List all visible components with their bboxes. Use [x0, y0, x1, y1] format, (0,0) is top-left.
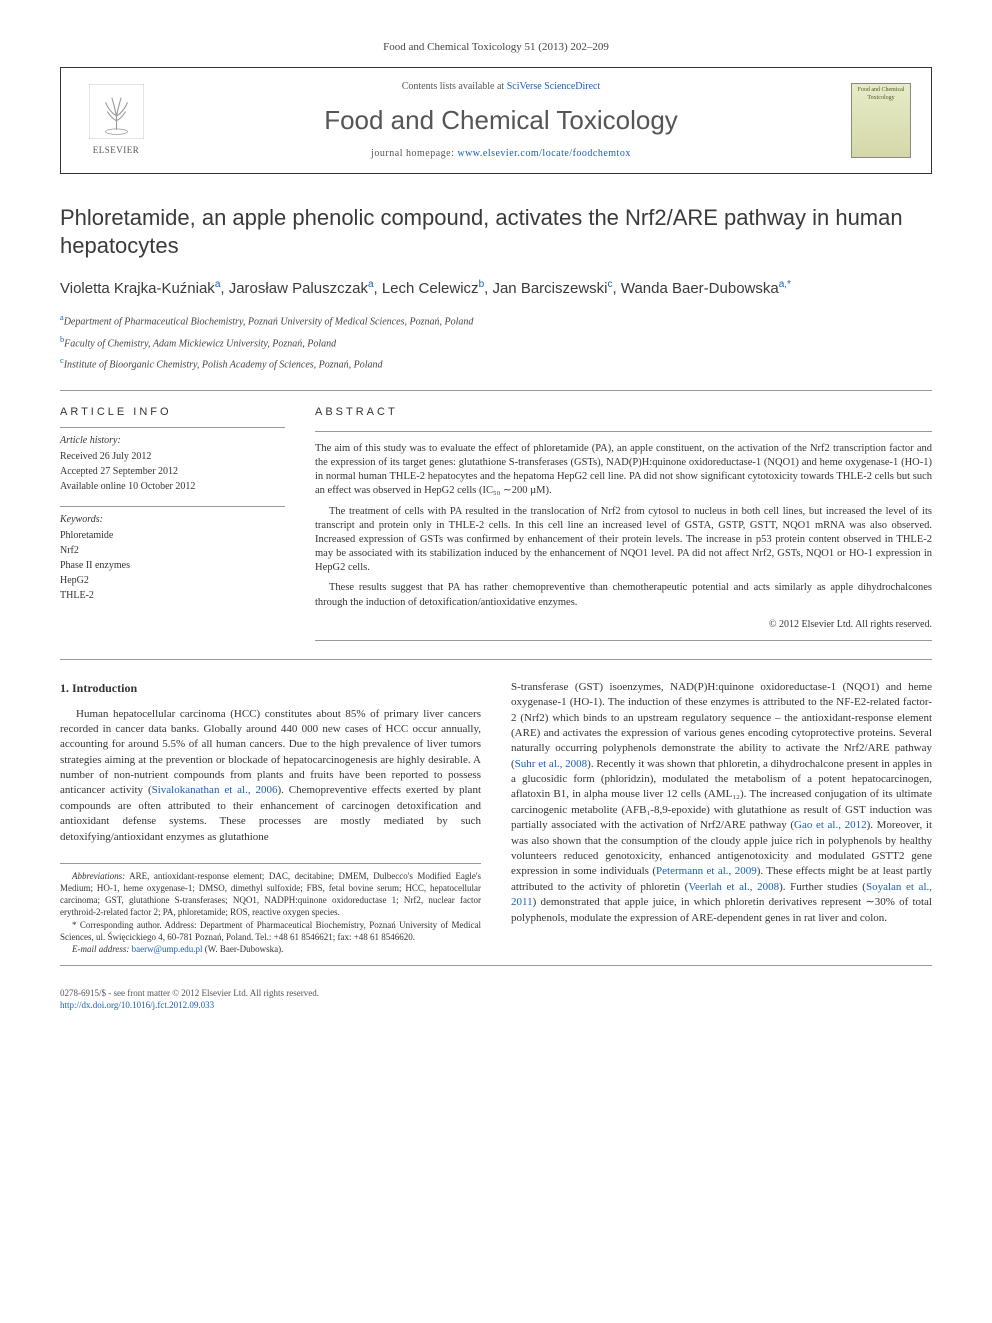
keyword: Phase II enzymes: [60, 559, 285, 573]
authors-list: Violetta Krajka-Kuźniaka, Jarosław Palus…: [60, 277, 932, 301]
body-column-left: 1. Introduction Human hepatocellular car…: [60, 680, 481, 955]
author: Jarosław Paluszczaka: [229, 280, 374, 297]
citation-link[interactable]: Veerlah et al., 2008: [688, 881, 779, 893]
body-paragraph: S-transferase (GST) isoenzymes, NAD(P)H:…: [511, 680, 932, 926]
body-columns: 1. Introduction Human hepatocellular car…: [60, 680, 932, 955]
keyword: THLE-2: [60, 589, 285, 603]
body-column-right: S-transferase (GST) isoenzymes, NAD(P)H:…: [511, 680, 932, 955]
abstract-paragraph: These results suggest that PA has rather…: [315, 581, 932, 609]
section-heading: 1. Introduction: [60, 680, 481, 697]
history-label: Article history:: [60, 434, 285, 448]
keyword: Nrf2: [60, 544, 285, 558]
divider: [60, 427, 285, 428]
received-date: Received 26 July 2012: [60, 450, 285, 464]
divider: [60, 390, 932, 391]
elsevier-logo: ELSEVIER: [81, 84, 151, 157]
affiliation: aDepartment of Pharmaceutical Biochemist…: [60, 312, 932, 329]
abstract-paragraph: The aim of this study was to evaluate th…: [315, 442, 932, 499]
footnote-divider: [60, 863, 481, 864]
article-info-block: ARTICLE INFO Article history: Received 2…: [60, 405, 285, 640]
homepage-prefix: journal homepage:: [371, 148, 457, 159]
divider: [315, 431, 932, 432]
publisher-label: ELSEVIER: [81, 144, 151, 157]
divider: [60, 965, 932, 966]
citation-link[interactable]: Suhr et al., 2008: [515, 758, 587, 770]
online-date: Available online 10 October 2012: [60, 480, 285, 494]
citation-link[interactable]: Sivalokanathan et al., 2006: [152, 784, 278, 796]
body-paragraph: Human hepatocellular carcinoma (HCC) con…: [60, 707, 481, 846]
affiliation: cInstitute of Bioorganic Chemistry, Poli…: [60, 355, 932, 372]
contents-prefix: Contents lists available at: [402, 81, 507, 92]
article-info-heading: ARTICLE INFO: [60, 405, 285, 420]
keywords-label: Keywords:: [60, 513, 285, 527]
divider: [60, 506, 285, 507]
journal-homepage: journal homepage: www.elsevier.com/locat…: [151, 147, 851, 161]
contents-line: Contents lists available at SciVerse Sci…: [151, 80, 851, 94]
copyright-line: © 2012 Elsevier Ltd. All rights reserved…: [315, 618, 932, 632]
page-root: Food and Chemical Toxicology 51 (2013) 2…: [0, 0, 992, 1051]
journal-reference: Food and Chemical Toxicology 51 (2013) 2…: [60, 40, 932, 55]
keyword: HepG2: [60, 574, 285, 588]
accepted-date: Accepted 27 September 2012: [60, 465, 285, 479]
tree-icon: [89, 84, 144, 139]
issn-line: 0278-6915/$ - see front matter © 2012 El…: [60, 988, 319, 1000]
doi-link[interactable]: http://dx.doi.org/10.1016/j.fct.2012.09.…: [60, 1000, 214, 1010]
journal-header: ELSEVIER Contents lists available at Sci…: [60, 67, 932, 173]
abstract-block: ABSTRACT The aim of this study was to ev…: [315, 405, 932, 640]
author: Wanda Baer-Dubowskaa,*: [621, 280, 791, 297]
footer-row: 0278-6915/$ - see front matter © 2012 El…: [60, 988, 932, 1011]
abstract-heading: ABSTRACT: [315, 405, 932, 420]
footer-left: 0278-6915/$ - see front matter © 2012 El…: [60, 988, 319, 1011]
homepage-link[interactable]: www.elsevier.com/locate/foodchemtox: [457, 148, 630, 159]
citation-link[interactable]: Gao et al., 2012: [794, 819, 867, 831]
header-center: Contents lists available at SciVerse Sci…: [151, 80, 851, 160]
citation-link[interactable]: Petermann et al., 2009: [656, 865, 757, 877]
corresponding-author-footnote: * Corresponding author. Address: Departm…: [60, 919, 481, 943]
abbreviations-footnote: Abbreviations: ARE, antioxidant-response…: [60, 870, 481, 919]
email-link[interactable]: baerw@ump.edu.pl: [132, 944, 203, 954]
author: Violetta Krajka-Kuźniaka: [60, 280, 220, 297]
abstract-paragraph: The treatment of cells with PA resulted …: [315, 505, 932, 576]
keyword: Phloretamide: [60, 529, 285, 543]
info-abstract-row: ARTICLE INFO Article history: Received 2…: [60, 405, 932, 640]
divider: [60, 659, 932, 660]
email-footnote: E-mail address: baerw@ump.edu.pl (W. Bae…: [60, 943, 481, 955]
affiliation: bFaculty of Chemistry, Adam Mickiewicz U…: [60, 334, 932, 351]
article-title: Phloretamide, an apple phenolic compound…: [60, 204, 932, 261]
author: Lech Celewiczb: [382, 280, 484, 297]
journal-cover-thumbnail: Food and Chemical Toxicology: [851, 83, 911, 158]
divider: [315, 640, 932, 641]
sciencedirect-link[interactable]: SciVerse ScienceDirect: [507, 81, 601, 92]
author: Jan Barciszewskic: [492, 280, 612, 297]
journal-name: Food and Chemical Toxicology: [151, 102, 851, 138]
